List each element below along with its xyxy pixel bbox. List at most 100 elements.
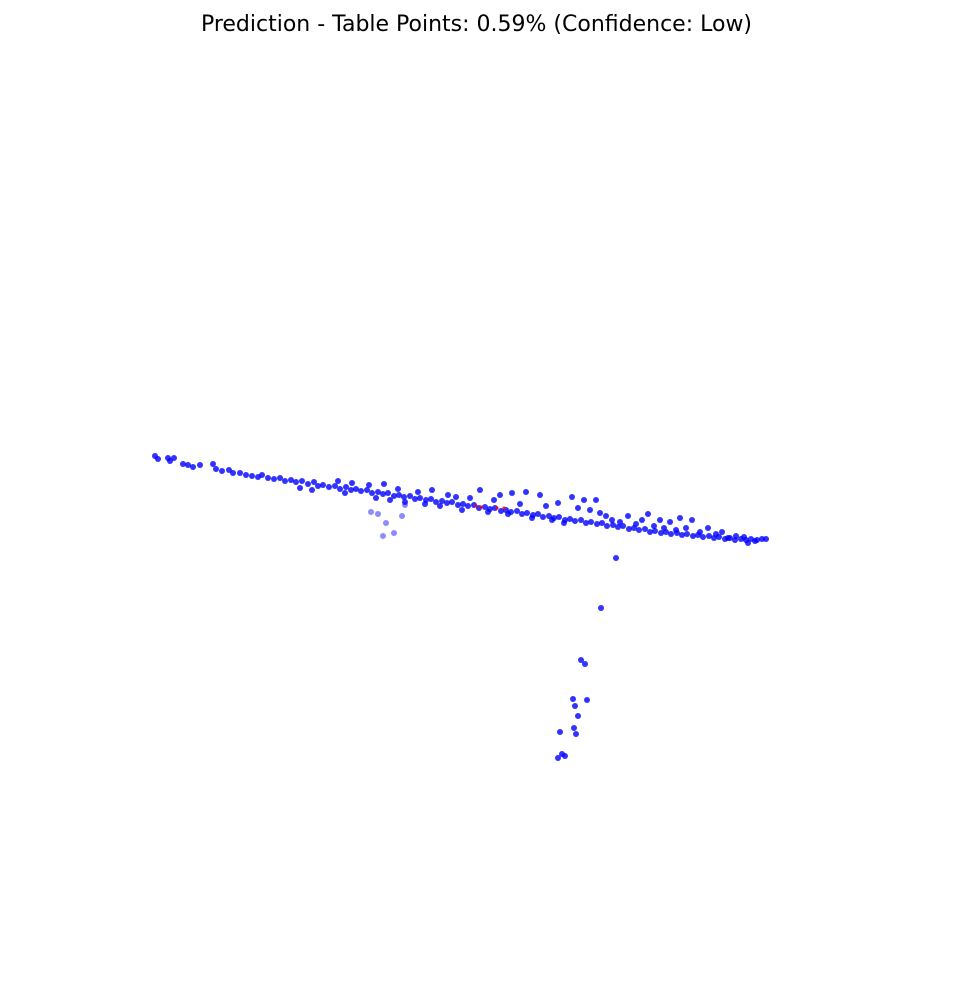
non-table-point xyxy=(567,516,573,522)
non-table-point xyxy=(383,520,389,526)
non-table-point xyxy=(763,536,769,542)
non-table-point xyxy=(358,488,364,494)
non-table-point xyxy=(465,503,471,509)
non-table-point xyxy=(713,531,719,537)
non-table-point xyxy=(380,533,386,539)
non-table-point xyxy=(657,517,663,523)
non-table-point xyxy=(578,657,584,663)
non-table-point xyxy=(348,487,354,493)
non-table-point xyxy=(213,466,219,472)
non-table-point xyxy=(230,470,236,476)
non-table-point xyxy=(523,489,529,495)
non-table-point xyxy=(557,729,563,735)
non-table-point xyxy=(343,484,349,490)
non-table-point xyxy=(444,500,450,506)
non-table-point xyxy=(524,510,530,516)
non-table-point xyxy=(583,520,589,526)
non-table-point xyxy=(587,507,593,513)
non-table-point xyxy=(658,530,664,536)
table-point xyxy=(502,506,506,510)
non-table-point xyxy=(485,509,491,515)
non-table-point xyxy=(604,523,610,529)
non-table-point xyxy=(575,505,581,511)
non-table-point xyxy=(745,540,751,546)
non-table-point xyxy=(477,487,483,493)
table-point xyxy=(474,504,478,508)
non-table-point xyxy=(519,511,525,517)
non-table-point xyxy=(752,538,758,544)
non-table-point xyxy=(259,472,265,478)
non-table-point xyxy=(741,534,747,540)
non-table-point xyxy=(407,493,413,499)
table-point xyxy=(479,505,483,509)
non-table-point xyxy=(297,485,303,491)
non-table-point xyxy=(180,461,186,467)
non-table-point xyxy=(615,524,621,530)
non-table-point xyxy=(171,455,177,461)
non-table-point xyxy=(705,525,711,531)
non-table-point xyxy=(668,531,674,537)
non-table-point xyxy=(529,515,535,521)
non-table-point xyxy=(613,555,619,561)
series-non_table xyxy=(152,453,769,761)
series-table xyxy=(474,504,506,510)
non-table-point xyxy=(706,533,712,539)
non-table-point xyxy=(639,517,645,523)
non-table-point xyxy=(210,461,216,467)
non-table-point xyxy=(549,517,555,523)
non-table-point xyxy=(433,499,439,505)
non-table-point xyxy=(385,490,391,496)
non-table-point xyxy=(155,456,161,462)
non-table-point xyxy=(190,464,196,470)
non-table-point xyxy=(391,530,397,536)
non-table-point xyxy=(626,526,632,532)
non-table-point xyxy=(597,510,603,516)
non-table-point xyxy=(277,475,283,481)
non-table-point xyxy=(697,529,703,535)
non-table-point xyxy=(543,503,549,509)
non-table-point xyxy=(335,478,341,484)
non-table-point xyxy=(428,496,434,502)
non-table-point xyxy=(243,472,249,478)
non-table-point xyxy=(505,511,511,517)
non-table-point xyxy=(373,495,379,501)
non-table-point xyxy=(422,501,428,507)
non-table-point xyxy=(315,483,321,489)
non-table-point xyxy=(429,487,435,493)
non-table-point xyxy=(683,525,689,531)
non-table-point xyxy=(271,476,277,482)
non-table-point xyxy=(326,484,332,490)
non-table-point xyxy=(311,479,317,485)
non-table-point xyxy=(582,661,588,667)
non-table-point xyxy=(391,493,397,499)
non-table-point xyxy=(645,511,651,517)
non-table-point xyxy=(332,483,338,489)
non-table-point xyxy=(562,753,568,759)
non-table-point xyxy=(509,490,515,496)
non-table-point xyxy=(540,514,546,520)
non-table-point xyxy=(237,470,243,476)
non-table-point xyxy=(725,535,731,541)
non-table-point xyxy=(459,507,465,513)
non-table-point xyxy=(636,527,642,533)
non-table-point xyxy=(661,525,667,531)
non-table-point xyxy=(673,527,679,533)
non-table-point xyxy=(617,519,623,525)
non-table-point xyxy=(320,482,326,488)
chart-title: Prediction - Table Points: 0.59% (Confid… xyxy=(200,12,753,37)
non-table-point xyxy=(609,517,615,523)
non-table-point xyxy=(482,504,488,510)
non-table-point xyxy=(375,489,381,495)
non-table-point xyxy=(689,517,695,523)
non-table-point xyxy=(651,523,657,529)
non-table-point xyxy=(396,492,402,498)
non-table-point xyxy=(337,486,343,492)
non-table-point xyxy=(366,482,372,488)
non-table-point xyxy=(402,499,408,505)
non-table-point xyxy=(412,496,418,502)
non-table-point xyxy=(569,494,575,500)
non-table-point xyxy=(381,481,387,487)
non-table-point xyxy=(353,486,359,492)
non-table-point xyxy=(369,490,375,496)
